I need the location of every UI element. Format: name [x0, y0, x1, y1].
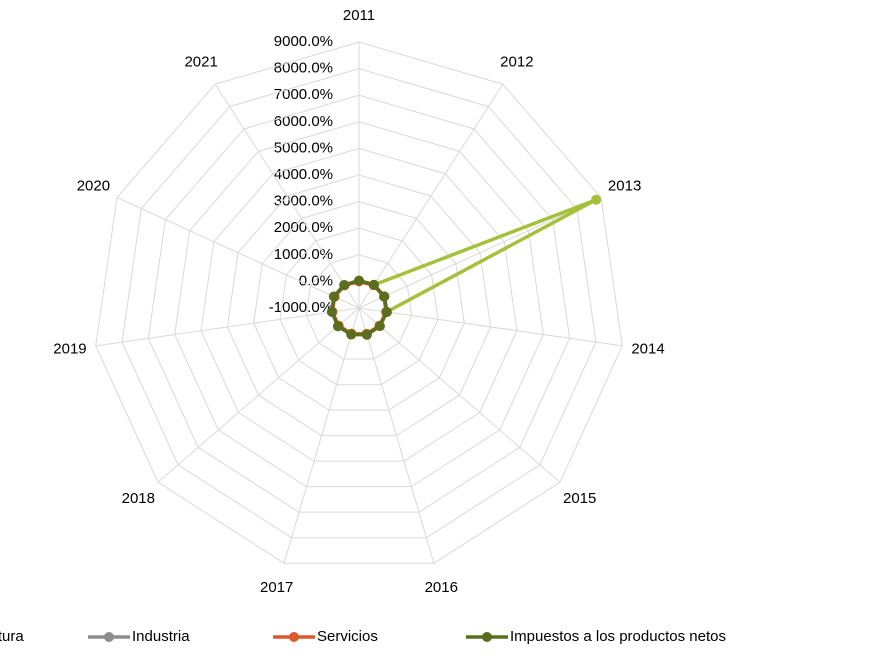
category-label: 2017: [260, 579, 293, 596]
series-marker: [346, 329, 357, 340]
category-label: 2018: [122, 490, 155, 507]
grid-ring: [305, 254, 413, 360]
r-tick-label: 7000.0%: [274, 86, 333, 103]
spoke: [358, 307, 435, 564]
series-marker: [379, 291, 390, 302]
spoke: [358, 83, 504, 309]
series-marker: [368, 279, 379, 290]
r-tick-label: 2000.0%: [274, 219, 333, 236]
spoke: [358, 197, 602, 309]
category-label: 2013: [608, 178, 641, 195]
r-tick-label: 8000.0%: [274, 60, 333, 77]
grid-ring: [95, 41, 623, 564]
r-tick-label: 1000.0%: [274, 246, 333, 263]
legend-marker: [289, 632, 299, 642]
grid-ring: [200, 147, 518, 462]
series-marker: [339, 279, 350, 290]
spoke: [157, 307, 360, 483]
r-tick-label: 3000.0%: [274, 193, 333, 210]
r-tick-label: 6000.0%: [274, 113, 333, 130]
category-label: 2020: [77, 178, 110, 195]
series-marker: [328, 291, 339, 302]
spoke: [358, 307, 623, 347]
category-label: 2016: [425, 579, 458, 596]
spoke: [283, 307, 360, 564]
legend-label: Servicios: [317, 628, 378, 645]
series-marker: [354, 275, 364, 286]
legend-marker: [482, 632, 492, 642]
series-line: [330, 197, 598, 336]
category-label: 2014: [631, 341, 664, 358]
category-label: 2012: [500, 53, 533, 70]
series-marker: [381, 307, 392, 318]
legend-marker: [104, 632, 114, 642]
spoke: [214, 83, 360, 309]
legend-label: Impuestos a los productos netos: [510, 628, 726, 645]
r-tick-label: 0.0%: [299, 272, 333, 289]
r-tick-label: 5000.0%: [274, 139, 333, 156]
grid-ring: [226, 174, 492, 437]
legend-label: Industria: [132, 628, 190, 645]
series-marker: [591, 194, 602, 205]
spoke: [95, 307, 360, 347]
grid-ring: [121, 68, 597, 539]
r-tick-label: 9000.0%: [274, 33, 333, 50]
series-marker: [374, 321, 385, 332]
grid-ring: [147, 94, 571, 513]
series-marker: [326, 306, 337, 317]
legend-label: Agricultura: [0, 628, 24, 645]
spoke: [358, 307, 561, 483]
r-tick-label: -1000.0%: [269, 299, 333, 316]
grid-ring: [174, 121, 544, 488]
category-label: 2015: [563, 490, 596, 507]
series-marker: [361, 329, 372, 340]
spoke: [116, 197, 360, 309]
category-label: 2019: [53, 341, 86, 358]
r-tick-label: 4000.0%: [274, 166, 333, 183]
category-label: 2021: [184, 53, 217, 70]
grid-ring: [279, 227, 439, 386]
category-label: 2011: [343, 7, 375, 24]
series-marker: [332, 321, 343, 332]
